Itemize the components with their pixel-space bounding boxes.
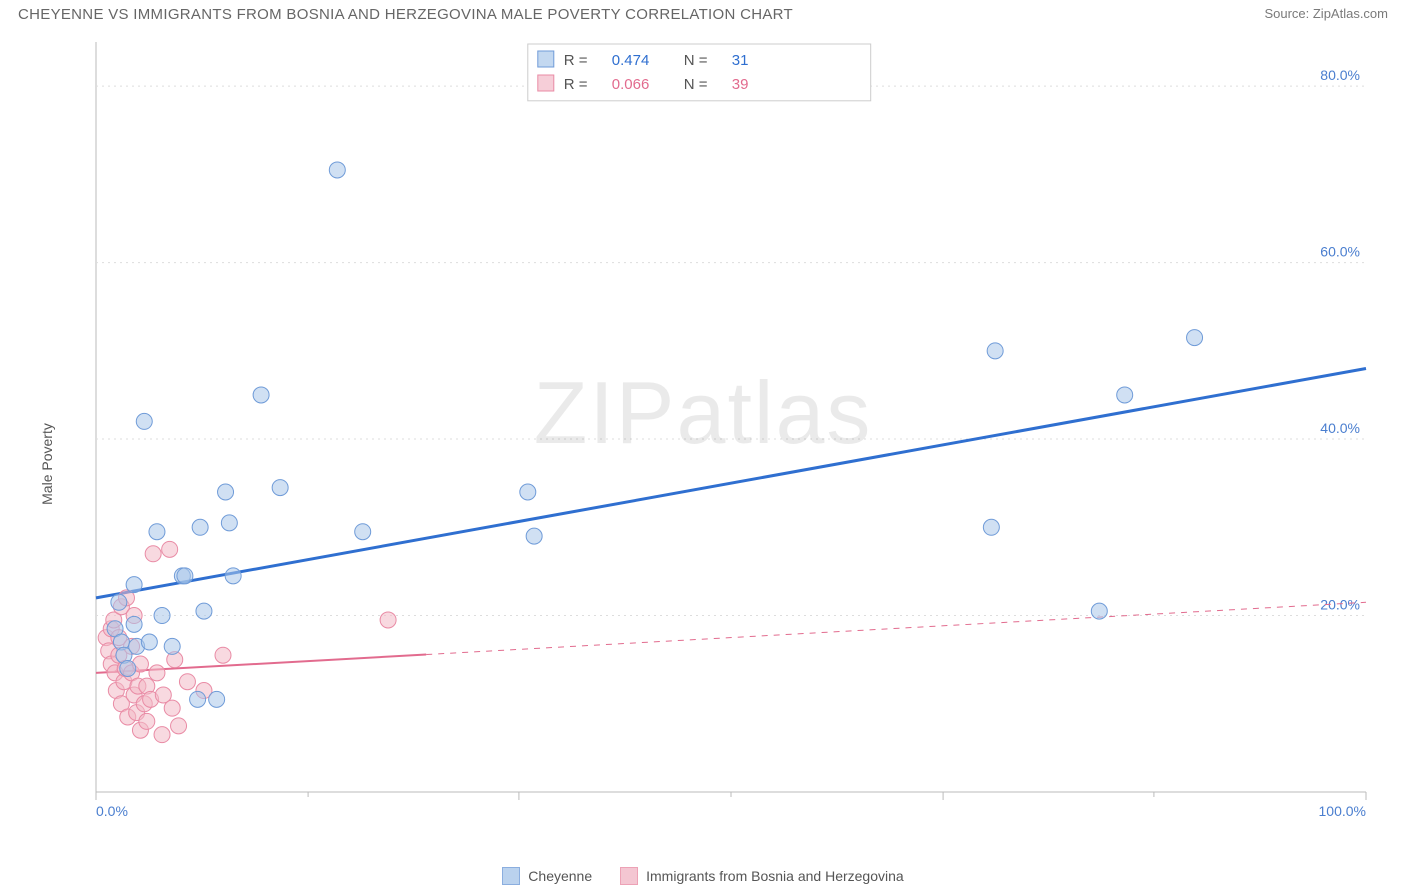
scatter-point: [136, 413, 152, 429]
scatter-point: [520, 484, 536, 500]
scatter-point: [1187, 330, 1203, 346]
scatter-point: [164, 700, 180, 716]
legend-swatch: [620, 867, 638, 885]
svg-text:39: 39: [732, 76, 749, 93]
scatter-point: [983, 519, 999, 535]
scatter-point: [380, 612, 396, 628]
scatter-point: [272, 480, 288, 496]
scatter-point: [218, 484, 234, 500]
scatter-point: [179, 674, 195, 690]
scatter-point: [149, 665, 165, 681]
scatter-point: [164, 638, 180, 654]
scatter-point: [987, 343, 1003, 359]
svg-text:R =: R =: [564, 52, 588, 69]
scatter-point: [154, 608, 170, 624]
svg-text:R =: R =: [564, 76, 588, 93]
source-credit: Source: ZipAtlas.com: [1264, 6, 1388, 21]
legend-item: Cheyenne: [502, 867, 592, 885]
scatter-point: [190, 691, 206, 707]
scatter-point: [177, 568, 193, 584]
svg-text:80.0%: 80.0%: [1320, 67, 1360, 83]
scatter-point: [225, 568, 241, 584]
legend-label: Immigrants from Bosnia and Herzegovina: [646, 868, 904, 884]
bottom-legend: Cheyenne Immigrants from Bosnia and Herze…: [0, 864, 1406, 888]
legend-swatch: [502, 867, 520, 885]
svg-text:40.0%: 40.0%: [1320, 420, 1360, 436]
chart-container: Male Poverty ZIPatlas 20.0%40.0%60.0%80.…: [0, 36, 1406, 892]
scatter-point: [192, 519, 208, 535]
scatter-point: [171, 718, 187, 734]
source-prefix: Source:: [1264, 6, 1312, 21]
scatter-point: [329, 162, 345, 178]
svg-text:0.0%: 0.0%: [96, 803, 128, 819]
scatter-point: [1091, 603, 1107, 619]
scatter-point: [162, 541, 178, 557]
scatter-point: [145, 546, 161, 562]
scatter-point: [139, 713, 155, 729]
scatter-point: [253, 387, 269, 403]
scatter-point: [154, 727, 170, 743]
scatter-point: [126, 616, 142, 632]
svg-text:N =: N =: [684, 76, 708, 93]
svg-text:0.066: 0.066: [612, 76, 650, 93]
scatter-point: [221, 515, 237, 531]
scatter-point: [149, 524, 165, 540]
scatter-point: [141, 634, 157, 650]
chart-header: CHEYENNE VS IMMIGRANTS FROM BOSNIA AND H…: [0, 0, 1406, 36]
chart-title: CHEYENNE VS IMMIGRANTS FROM BOSNIA AND H…: [18, 6, 793, 23]
scatter-point: [196, 603, 212, 619]
svg-text:100.0%: 100.0%: [1319, 803, 1366, 819]
scatter-point: [355, 524, 371, 540]
scatter-point: [111, 594, 127, 610]
svg-text:N =: N =: [684, 52, 708, 69]
y-axis-label: Male Poverty: [39, 423, 55, 505]
svg-text:31: 31: [732, 52, 749, 69]
scatter-point: [1117, 387, 1133, 403]
scatter-point: [209, 691, 225, 707]
legend-label: Cheyenne: [528, 868, 592, 884]
source-name: ZipAtlas.com: [1313, 6, 1388, 21]
scatter-plot: 20.0%40.0%60.0%80.0%0.0%100.0%R =0.474N …: [46, 36, 1386, 826]
svg-text:0.474: 0.474: [612, 52, 650, 69]
scatter-point: [126, 577, 142, 593]
scatter-point: [120, 660, 136, 676]
scatter-point: [215, 647, 231, 663]
scatter-point: [526, 528, 542, 544]
legend-item: Immigrants from Bosnia and Herzegovina: [620, 867, 904, 885]
svg-text:60.0%: 60.0%: [1320, 244, 1360, 260]
